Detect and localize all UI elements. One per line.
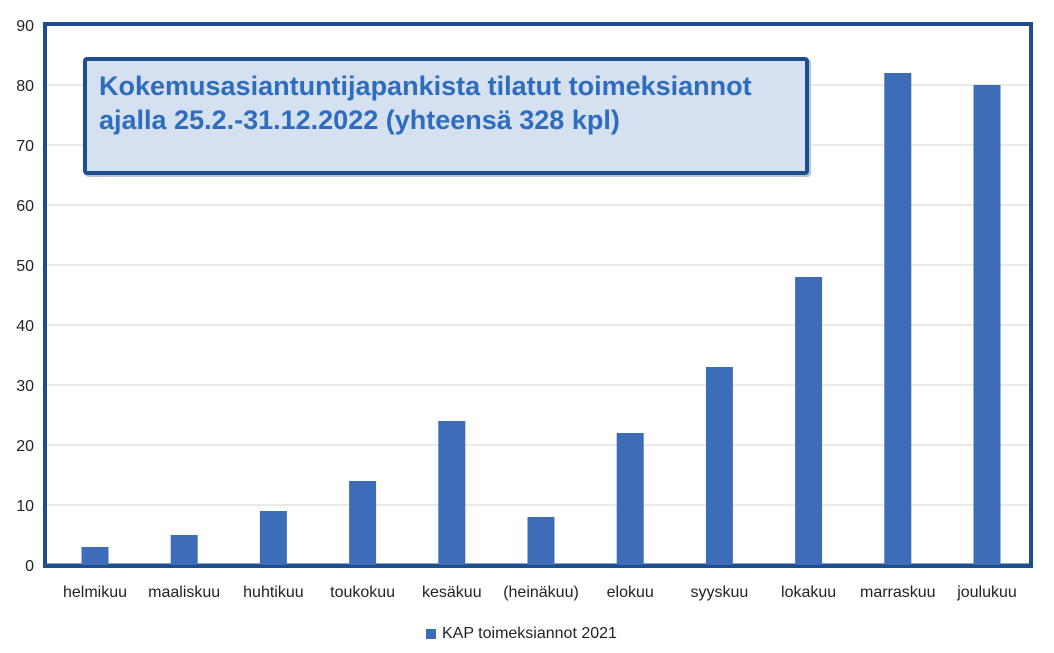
bar-3 (349, 481, 377, 565)
chart-title-box: Kokemusasiantuntijapankista tilatut toim… (83, 57, 809, 175)
bar-2 (259, 511, 287, 565)
y-tick-label: 30 (16, 378, 34, 395)
bar-5 (527, 517, 555, 565)
x-tick-label: huhtikuu (243, 584, 304, 601)
x-tick-label: (heinäkuu) (503, 584, 579, 601)
bar-series (81, 73, 1001, 565)
y-axis: 0 10 20 30 40 50 60 70 80 90 (16, 18, 34, 575)
y-tick-label: 80 (16, 78, 34, 95)
bar-7 (705, 367, 733, 565)
x-axis: helmikuu maaliskuu huhtikuu toukokuu kesäkuu… (63, 584, 1017, 601)
bar-10 (973, 85, 1001, 565)
y-tick-label: 20 (16, 438, 34, 455)
bar-9 (884, 73, 912, 565)
x-tick-label: helmikuu (63, 584, 127, 601)
y-tick-label: 90 (16, 18, 34, 35)
chart-title-line-1: Kokemusasiantuntijapankista tilatut toim… (99, 71, 752, 101)
bar-6 (616, 433, 644, 565)
plot-frame (43, 22, 1033, 568)
legend: KAP toimeksiannot 2021 (426, 624, 617, 644)
y-tick-label: 60 (16, 198, 34, 215)
x-tick-label: toukokuu (330, 584, 395, 601)
y-tick-label: 10 (16, 498, 34, 515)
chart-title-line-2: ajalla 25.2.-31.12.2022 (yhteensä 328 kp… (99, 105, 620, 135)
y-tick-label: 0 (25, 558, 34, 575)
x-tick-label: joulukuu (956, 584, 1017, 601)
x-tick-label: lokakuu (781, 584, 836, 601)
x-tick-label: syyskuu (691, 584, 749, 601)
x-tick-label: maaliskuu (148, 584, 220, 601)
legend-swatch (426, 629, 436, 639)
bar-8 (795, 277, 823, 565)
y-tick-label: 70 (16, 138, 34, 155)
bar-1 (170, 535, 198, 565)
bar-4 (438, 421, 466, 565)
y-tick-label: 40 (16, 318, 34, 335)
x-tick-label: elokuu (607, 584, 654, 601)
y-tick-label: 50 (16, 258, 34, 275)
legend-label: KAP toimeksiannot 2021 (442, 625, 617, 642)
x-tick-label: kesäkuu (422, 584, 482, 601)
x-tick-label: marraskuu (860, 584, 936, 601)
bar-0 (81, 547, 109, 565)
